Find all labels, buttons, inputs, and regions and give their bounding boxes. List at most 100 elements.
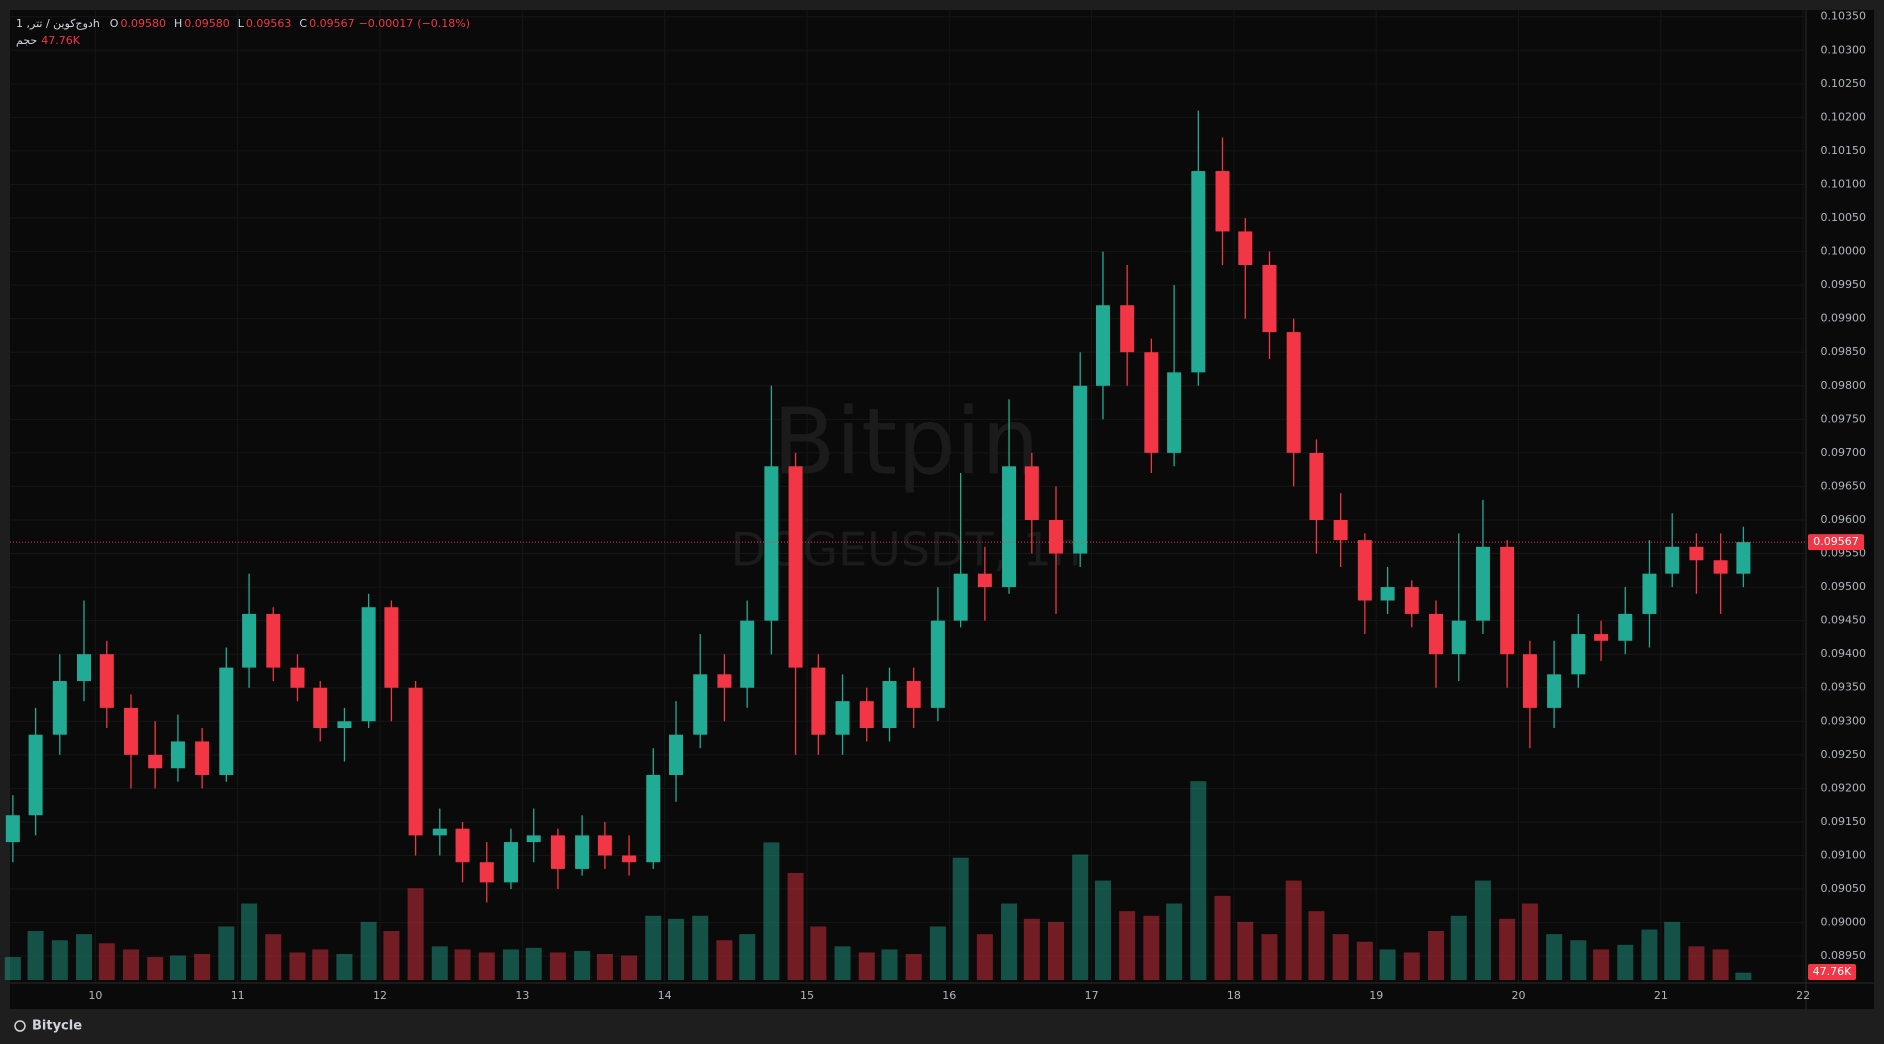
volume-bar [1308,911,1325,980]
volume-bar [1521,903,1538,980]
volume-bar [122,949,139,980]
candle-body [669,734,684,775]
y-tick-label: 0.09500 [1821,580,1867,593]
x-tick-label: 22 [1796,989,1810,1002]
candle-body [1215,171,1230,232]
y-tick-label: 0.10200 [1821,110,1867,123]
volume-bar [1048,921,1065,980]
candle-body [1286,332,1301,453]
candle-body [575,835,590,869]
candle-body [290,667,305,688]
candle-body [503,842,518,883]
legend-key: O [109,17,119,30]
candle-body [337,721,352,729]
candle-body [479,862,494,883]
candle-body [1309,452,1324,520]
y-tick-label: 0.09900 [1821,312,1867,325]
candle-body [1095,305,1110,386]
volume-bar [360,921,377,980]
candle-body [693,674,708,735]
candle-body [1522,654,1537,708]
legend-key: C [299,17,308,30]
volume-bar [1119,911,1136,980]
x-tick-label: 16 [942,989,956,1002]
volume-bar [336,954,353,980]
volume-bar [1072,854,1089,980]
candle-body [1428,613,1443,655]
volume-bar [1570,940,1587,980]
volume-bar [929,926,946,980]
volume-bar [4,957,21,980]
y-tick-label: 0.09350 [1821,681,1867,694]
candle-body [361,607,376,722]
y-tick-label: 0.09700 [1821,446,1867,459]
volume-bar [454,949,471,980]
candle-body [1547,674,1562,708]
candle-body [1191,171,1206,373]
x-tick-label: 17 [1085,989,1099,1002]
volume-bar [194,954,211,980]
legend: دوج‌کوین / تتر, 1h O 0.09580 H 0.09580 L 0.09… [16,15,470,49]
candle-body [170,741,185,769]
last-price-label: 0.09567 [1813,535,1859,548]
volume-bar [383,931,400,980]
x-tick-label: 12 [373,989,387,1002]
change-pct: (−0.18%) [417,17,471,30]
candle-body [1073,385,1088,554]
candle-body [597,835,612,856]
volume-bar [1332,934,1349,980]
volume-bar [478,952,495,980]
y-tick-label: 0.09150 [1821,815,1867,828]
x-tick-label: 15 [800,989,814,1002]
footer [0,1009,1884,1044]
y-tick-label: 0.10100 [1821,177,1867,190]
candle-body [1002,466,1017,588]
watermark-title: Bitpin [772,388,1039,495]
volume-bar [98,943,115,980]
candle-body [835,701,850,735]
candle-body [455,828,470,863]
candle-body [77,654,92,682]
candle-body [1594,634,1609,641]
candle-body [148,754,163,769]
volume-bar [810,926,827,980]
candle-body [1120,305,1135,353]
volume-bar [621,955,638,980]
candle-body [1475,546,1490,621]
candle-body [1736,542,1751,574]
volume-bar [51,940,68,980]
volume-bar [549,952,566,980]
change: −0.00017 [358,17,414,30]
volume-bar [1261,934,1278,980]
candle-body [1451,620,1466,655]
volume-bar [645,915,662,980]
candle-body [646,774,661,863]
volume-bar [1166,903,1183,980]
volume-bar [1427,931,1444,980]
y-tick-label: 0.09800 [1821,379,1867,392]
candle-body [622,855,637,863]
volume-bar [1688,946,1705,980]
y-tick-label: 0.09200 [1821,781,1867,794]
y-tick-label: 0.09450 [1821,614,1867,627]
candle-body [1238,231,1253,265]
candle-body [906,681,921,708]
y-tick-label: 0.09950 [1821,278,1867,291]
ohlc: O 0.09580 H 0.09580 L 0.09563 C 0.09567 [104,15,355,32]
volume-label: حجم [16,34,38,47]
x-tick-label: 19 [1369,989,1383,1002]
volume-bar [1546,934,1563,980]
candle-body [811,667,826,735]
y-tick-label: 0.10050 [1821,211,1867,224]
x-tick-label: 18 [1227,989,1241,1002]
candle-body [5,815,20,843]
volume-bar [407,888,424,980]
candle-body [242,613,257,668]
volume-bar [858,952,875,980]
candle-body [859,701,874,729]
candle-body [1713,560,1728,574]
volume-bar [1474,880,1491,980]
candle-body [977,573,992,588]
candle-body [1665,546,1680,574]
volume-tag-label: 47.76K [1813,965,1852,978]
